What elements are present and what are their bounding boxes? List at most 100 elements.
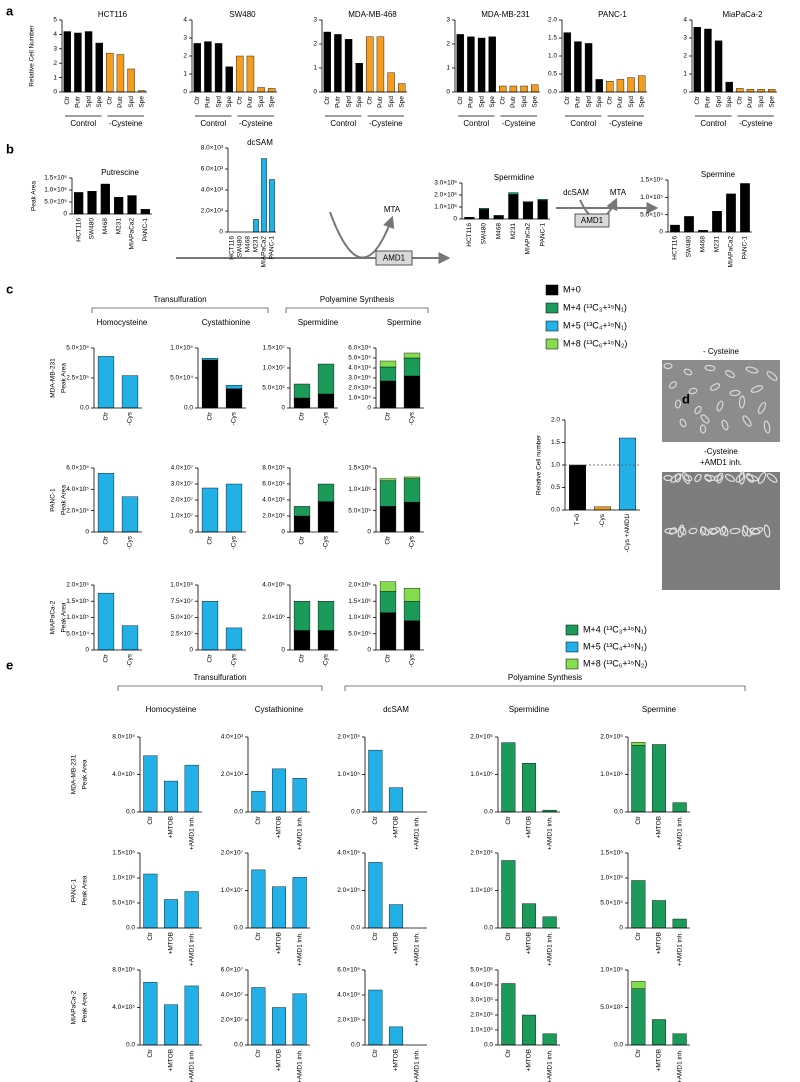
- cell: [719, 526, 727, 536]
- bar: [501, 983, 516, 1046]
- cell: [738, 471, 746, 485]
- micrograph: [662, 360, 780, 442]
- bar: [672, 1033, 687, 1046]
- y-tick-label: 4.0×10⁵: [112, 1004, 135, 1011]
- x-tick-label: Spd: [388, 96, 395, 108]
- x-tick-label: Spe: [768, 96, 775, 108]
- bar: [121, 496, 139, 533]
- y-tick-label: 0.0: [351, 1042, 360, 1049]
- y-tick-label: 0: [53, 89, 57, 96]
- bar: [376, 36, 385, 93]
- x-tick-label: +AMD1 inh.: [676, 932, 683, 966]
- bar: [520, 85, 528, 93]
- bar: [521, 763, 537, 813]
- bar: [236, 55, 244, 93]
- y-tick-label: 2.0×10⁵: [337, 734, 360, 741]
- bar: [267, 88, 276, 93]
- y-tick-label: 0.0: [548, 89, 557, 96]
- y-tick-label: 0.0: [184, 405, 193, 412]
- x-tick-label: Ctr: [635, 931, 642, 941]
- cell: [763, 420, 771, 434]
- cell: [729, 527, 741, 535]
- x-tick-label: M468: [495, 223, 502, 240]
- x-tick-label: Ctr: [147, 815, 154, 825]
- x-tick-label: M468: [102, 218, 109, 235]
- y-tick-label: 1.0×10⁷: [171, 513, 194, 520]
- bar: [95, 42, 103, 93]
- cell: [674, 399, 682, 409]
- bar: [74, 192, 84, 215]
- cell: [750, 385, 764, 393]
- x-tick-label: +AMD1 inh.: [676, 816, 683, 850]
- y-tick-label: 5.0×10⁴: [640, 211, 663, 218]
- x-tick-label: Putr: [205, 95, 212, 108]
- x-tick-label: Putr: [575, 95, 582, 108]
- y-tick-label: 1: [446, 65, 450, 72]
- bar: [143, 873, 158, 929]
- x-tick-label: -Cys: [323, 535, 330, 549]
- x-tick-label: Spd: [258, 96, 265, 108]
- x-tick-label: +MTOB: [168, 1049, 175, 1071]
- bar: [501, 742, 516, 813]
- x-tick-label: Ctr: [103, 535, 110, 545]
- bar: [204, 41, 212, 93]
- x-tick-label: Spd: [478, 96, 485, 108]
- bar: [184, 985, 199, 1046]
- x-tick-label: -Cys: [409, 411, 416, 425]
- x-tick-label: PANC-1: [269, 236, 276, 260]
- cell: [677, 524, 685, 538]
- y-tick-label: 4.0×10⁶: [262, 582, 285, 589]
- y-tick-label: 0.0: [234, 809, 243, 816]
- x-tick-label: Putr: [705, 95, 712, 108]
- cell: [683, 368, 693, 376]
- legend-swatch: [545, 284, 559, 296]
- bar: [366, 36, 374, 93]
- bar: [388, 787, 404, 813]
- bar: [379, 360, 397, 368]
- bar: [403, 476, 421, 479]
- y-tick-label: 2.0×10³: [221, 771, 244, 778]
- cell: [757, 471, 767, 485]
- legend-label: M+0: [563, 284, 581, 294]
- x-tick-label: Ctr: [299, 653, 306, 663]
- bar: [651, 744, 667, 813]
- x-tick-label: +MTOB: [393, 932, 400, 954]
- column-title: Spermine: [642, 705, 677, 714]
- y-tick-label: 1: [683, 71, 687, 78]
- group-title: Polyamine Synthesis: [508, 673, 582, 682]
- y-tick-label: 1.0×10⁵: [66, 614, 89, 621]
- y-tick-label: 0.0: [484, 809, 493, 816]
- bar: [163, 780, 179, 813]
- y-tick-label: 2: [313, 41, 317, 48]
- y-tick-label: 6.0×10⁵: [337, 967, 360, 974]
- x-tick-label: Ctr: [103, 653, 110, 663]
- legend-label: M+4 (¹³C₃+¹⁵N₁): [583, 624, 647, 634]
- group-label: Control: [70, 119, 96, 128]
- x-tick-label: Ctr: [299, 411, 306, 421]
- group-label: Control: [570, 119, 596, 128]
- x-tick-label: Ctr: [64, 95, 71, 105]
- y-tick-label: 4: [183, 17, 187, 24]
- cell: [704, 364, 716, 372]
- y-tick-label: 2.0×10⁷: [221, 850, 244, 857]
- bar: [379, 478, 397, 481]
- group-label: Control: [700, 119, 726, 128]
- y-tick-label: 1.0×10⁵: [170, 345, 193, 352]
- y-tick-label: 2.0×10⁵: [348, 385, 371, 392]
- y-tick-label: 0: [683, 89, 687, 96]
- x-tick-label: Putr: [747, 95, 754, 108]
- cell: [729, 389, 741, 397]
- x-tick-label: Putr: [75, 95, 82, 108]
- y-tick-label: 2: [53, 60, 57, 67]
- bar: [725, 81, 733, 93]
- bar: [292, 877, 307, 929]
- bar: [184, 891, 199, 929]
- y-tick-label: 2.0×10⁵: [66, 582, 89, 589]
- x-tick-label: Ctr: [635, 815, 642, 825]
- cell: [724, 370, 736, 378]
- bar: [403, 620, 421, 651]
- y-tick-label: 0: [659, 229, 663, 236]
- x-tick-label: Ctr: [147, 1048, 154, 1058]
- bar: [379, 366, 397, 382]
- y-axis-label: MDA-MB-231: [50, 358, 57, 398]
